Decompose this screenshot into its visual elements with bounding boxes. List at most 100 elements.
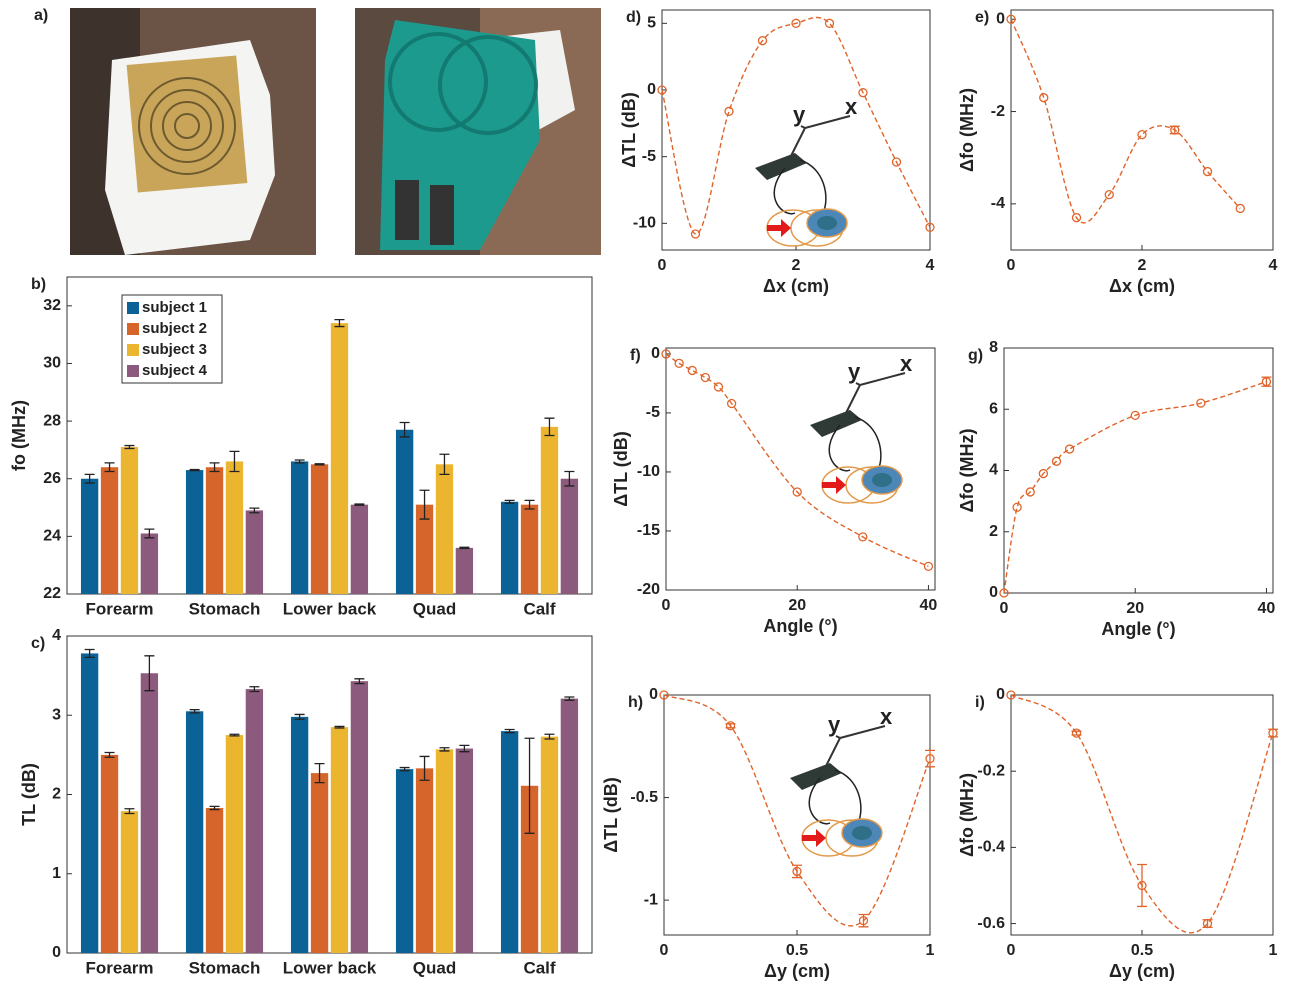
- y-tick-label: 32: [43, 297, 61, 314]
- y-axis-label: Δfo (MHz): [957, 88, 977, 172]
- panel-label: c): [31, 635, 45, 652]
- inset-label: y: [828, 712, 841, 737]
- x-tick-label: 20: [788, 597, 806, 614]
- y-axis-label: TL (dB): [19, 763, 39, 826]
- legend-label: subject 2: [142, 320, 207, 337]
- y-tick-label: 5: [647, 15, 656, 32]
- x-tick-label: 4: [1269, 257, 1278, 274]
- x-tick-label: 2: [1138, 257, 1147, 274]
- bar: [331, 727, 348, 953]
- y-axis-label: ΔTL (dB): [619, 92, 639, 168]
- inset-core: [852, 826, 872, 840]
- error-bar: [190, 470, 200, 471]
- inset-plate: [755, 153, 807, 180]
- x-tick-label: 0: [660, 942, 669, 959]
- bar: [331, 323, 348, 594]
- y-tick-label: 28: [43, 412, 61, 429]
- y-tick-label: -0.6: [977, 915, 1005, 932]
- y-tick-label: 0: [647, 81, 656, 98]
- inset-label: y: [793, 102, 806, 127]
- bar: [121, 811, 138, 953]
- x-axis-label: Δx (cm): [763, 276, 829, 296]
- bar: [541, 427, 558, 594]
- y-tick-label: 0: [989, 584, 998, 601]
- bar: [561, 699, 578, 953]
- x-tick-label: 1: [1269, 942, 1278, 959]
- bar: [396, 769, 413, 953]
- bar: [456, 548, 473, 594]
- bar: [81, 479, 98, 594]
- marker: [826, 19, 834, 27]
- bar: [436, 749, 453, 953]
- legend-label: subject 4: [142, 362, 208, 379]
- bar: [226, 735, 243, 953]
- x-axis-label: Angle (°): [1101, 619, 1175, 639]
- line: [1011, 19, 1240, 223]
- inset-plate: [790, 763, 842, 790]
- y-tick-label: -10: [637, 463, 660, 480]
- y-tick-label: 3: [52, 706, 61, 723]
- y-tick-label: -0.5: [630, 789, 658, 806]
- x-tick-label: Calf: [523, 599, 555, 618]
- error-bar: [334, 726, 344, 728]
- photo-right: [355, 8, 601, 255]
- bar: [186, 711, 203, 953]
- bar: [101, 755, 118, 953]
- x-tick-label: 0.5: [786, 942, 808, 959]
- inset-core: [872, 473, 892, 487]
- y-axis-label: Δfo (MHz): [957, 429, 977, 513]
- y-tick-label: -10: [633, 215, 656, 232]
- y-axis-label: ΔTL (dB): [611, 431, 631, 507]
- bar: [246, 510, 263, 594]
- y-tick-label: -0.2: [977, 762, 1005, 779]
- marker: [701, 374, 709, 382]
- marker: [1040, 94, 1048, 102]
- bar: [311, 464, 328, 594]
- photo-left: [70, 8, 316, 255]
- y-tick-label: 4: [989, 462, 998, 479]
- line: [664, 695, 930, 926]
- line: [1004, 382, 1266, 593]
- panel-label: f): [630, 347, 641, 364]
- inset-arrow: [822, 476, 846, 494]
- legend-label: subject 1: [142, 299, 207, 316]
- x-tick-label: Forearm: [85, 599, 153, 618]
- bar: [246, 689, 263, 953]
- x-tick-label: Forearm: [85, 958, 153, 977]
- inset-arrow: [767, 219, 791, 237]
- x-tick-label: 1: [926, 942, 935, 959]
- marker: [1138, 131, 1146, 139]
- x-tick-label: 0: [1007, 257, 1016, 274]
- y-axis-label: ΔTL (dB): [601, 777, 621, 853]
- bar: [311, 773, 328, 953]
- bar: [396, 430, 413, 594]
- y-tick-label: -20: [637, 581, 660, 598]
- x-tick-label: Lower back: [283, 599, 377, 618]
- bar: [186, 470, 203, 594]
- inset-arrow: [802, 829, 826, 847]
- x-tick-label: 0: [662, 597, 671, 614]
- plot-frame: [662, 10, 930, 250]
- y-tick-label: 30: [43, 355, 61, 372]
- error-bar: [354, 504, 364, 505]
- inset-label: x: [880, 704, 893, 729]
- error-bar: [459, 547, 469, 548]
- bar: [291, 461, 308, 594]
- marker: [714, 383, 722, 391]
- bar: [81, 653, 98, 953]
- y-tick-label: 1: [52, 865, 61, 882]
- y-tick-label: 4: [52, 627, 61, 644]
- x-tick-label: 20: [1126, 600, 1144, 617]
- x-tick-label: Stomach: [189, 599, 261, 618]
- x-tick-label: Lower back: [283, 958, 377, 977]
- inset-label: y: [848, 359, 861, 384]
- x-tick-label: 0.5: [1131, 942, 1153, 959]
- x-tick-label: Calf: [523, 958, 555, 977]
- y-tick-label: -5: [646, 404, 660, 421]
- y-tick-label: 6: [989, 400, 998, 417]
- x-axis-label: Δy (cm): [764, 961, 830, 981]
- inset-label: x: [900, 351, 913, 376]
- panel-label: i): [975, 694, 985, 711]
- x-tick-label: Quad: [413, 599, 456, 618]
- legend-swatch: [127, 302, 139, 314]
